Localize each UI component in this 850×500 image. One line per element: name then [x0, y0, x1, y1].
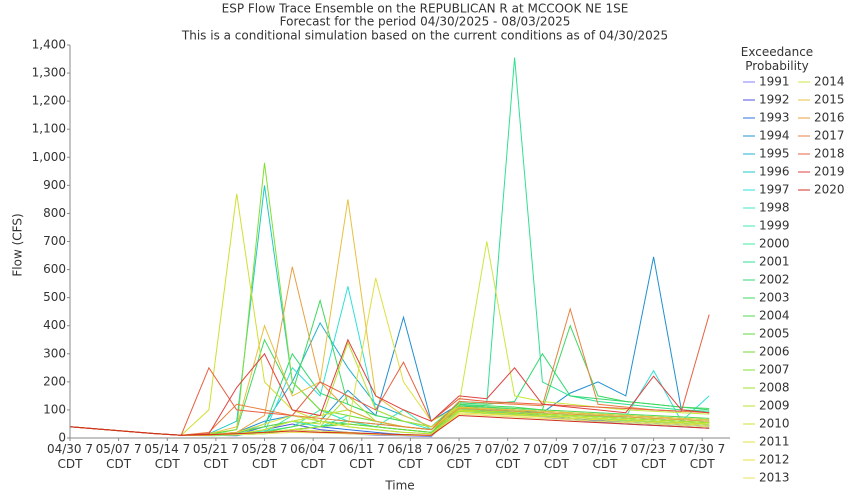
legend-label: 2016 — [814, 111, 845, 125]
legend-label: 2011 — [759, 435, 790, 449]
legend-label: 1997 — [759, 183, 790, 197]
legend-label: 2006 — [759, 345, 790, 359]
y-tick-label: 1,000 — [32, 150, 66, 164]
legend-label: 2010 — [759, 417, 790, 431]
y-tick-label: 1,300 — [32, 66, 66, 80]
legend-label: 2009 — [759, 399, 790, 413]
legend-label: 2005 — [759, 327, 790, 341]
legend-label: 1993 — [759, 111, 790, 125]
legend-label: 2020 — [814, 183, 845, 197]
chart-note: This is a conditional simulation based o… — [181, 29, 668, 43]
y-tick-label: 700 — [43, 234, 66, 248]
legend-label: 1996 — [759, 165, 790, 179]
x-tick-label: 04/30 7 CDT — [46, 442, 94, 471]
chart-subtitle: Forecast for the period 04/30/2025 - 08/… — [280, 15, 571, 29]
x-tick-label: 05/28 7 CDT — [241, 442, 288, 471]
y-tick-label: 300 — [43, 346, 66, 360]
x-tick-label: 06/04 7 CDT — [290, 442, 337, 471]
y-tick-label: 1,400 — [32, 38, 66, 52]
legend-label: 2015 — [814, 93, 845, 107]
chart-title: ESP Flow Trace Ensemble on the REPUBLICA… — [222, 2, 629, 16]
legend-label: 1998 — [759, 201, 790, 215]
y-tick-label: 1,100 — [32, 122, 66, 136]
legend-label: 2007 — [759, 363, 790, 377]
y-tick-label: 200 — [43, 374, 66, 388]
y-tick-label: 0 — [58, 431, 66, 445]
y-tick-label: 900 — [43, 178, 66, 192]
legend-label: 2000 — [759, 237, 790, 251]
x-tick-label: 07/16 7 CDT — [581, 442, 628, 471]
legend-label: 2008 — [759, 381, 790, 395]
x-tick-label: 06/18 7 CDT — [387, 442, 434, 471]
y-tick-label: 500 — [43, 290, 66, 304]
x-tick-label: 07/30 7 CDT — [679, 442, 726, 471]
y-tick-label: 400 — [43, 318, 66, 332]
y-tick-label: 800 — [43, 206, 66, 220]
legend-title: Exceedance Probability — [740, 45, 814, 73]
legend-label: 1992 — [759, 93, 790, 107]
legend-label: 1991 — [759, 75, 790, 89]
x-tick-label: 05/14 7 CDT — [144, 442, 191, 471]
series-line — [69, 414, 710, 436]
legend-label: 1994 — [759, 129, 790, 143]
legend-label: 2013 — [759, 471, 790, 485]
x-tick-label: 05/21 7 CDT — [192, 442, 239, 471]
x-tick-label: 07/23 7 CDT — [630, 442, 677, 471]
legend-label: 2018 — [814, 147, 845, 161]
x-tick-label: 07/09 7 CDT — [533, 442, 580, 471]
legend-label: 2004 — [759, 309, 790, 323]
legend-label: 2019 — [814, 165, 845, 179]
legend-label: 2014 — [814, 75, 845, 89]
y-tick-label: 100 — [43, 402, 66, 416]
legend-label: 1995 — [759, 147, 790, 161]
x-axis-label: Time — [384, 479, 414, 493]
plot-area — [70, 45, 730, 438]
x-tick-label: 07/02 7 CDT — [484, 442, 531, 471]
legend-label: 2017 — [814, 129, 845, 143]
x-tick-label: 06/25 7 CDT — [436, 442, 483, 471]
y-tick-label: 600 — [43, 262, 66, 276]
y-axis-label: Flow (CFS) — [11, 213, 25, 276]
x-tick-label: 06/11 7 CDT — [338, 442, 385, 471]
y-tick-label: 1,200 — [32, 94, 66, 108]
legend-label: 2002 — [759, 273, 790, 287]
legend-label: 2012 — [759, 453, 790, 467]
legend-label: 1999 — [759, 219, 790, 233]
legend-label: 2001 — [759, 255, 790, 269]
x-tick-label: 05/07 7 CDT — [95, 442, 142, 471]
legend-label: 2003 — [759, 291, 790, 305]
